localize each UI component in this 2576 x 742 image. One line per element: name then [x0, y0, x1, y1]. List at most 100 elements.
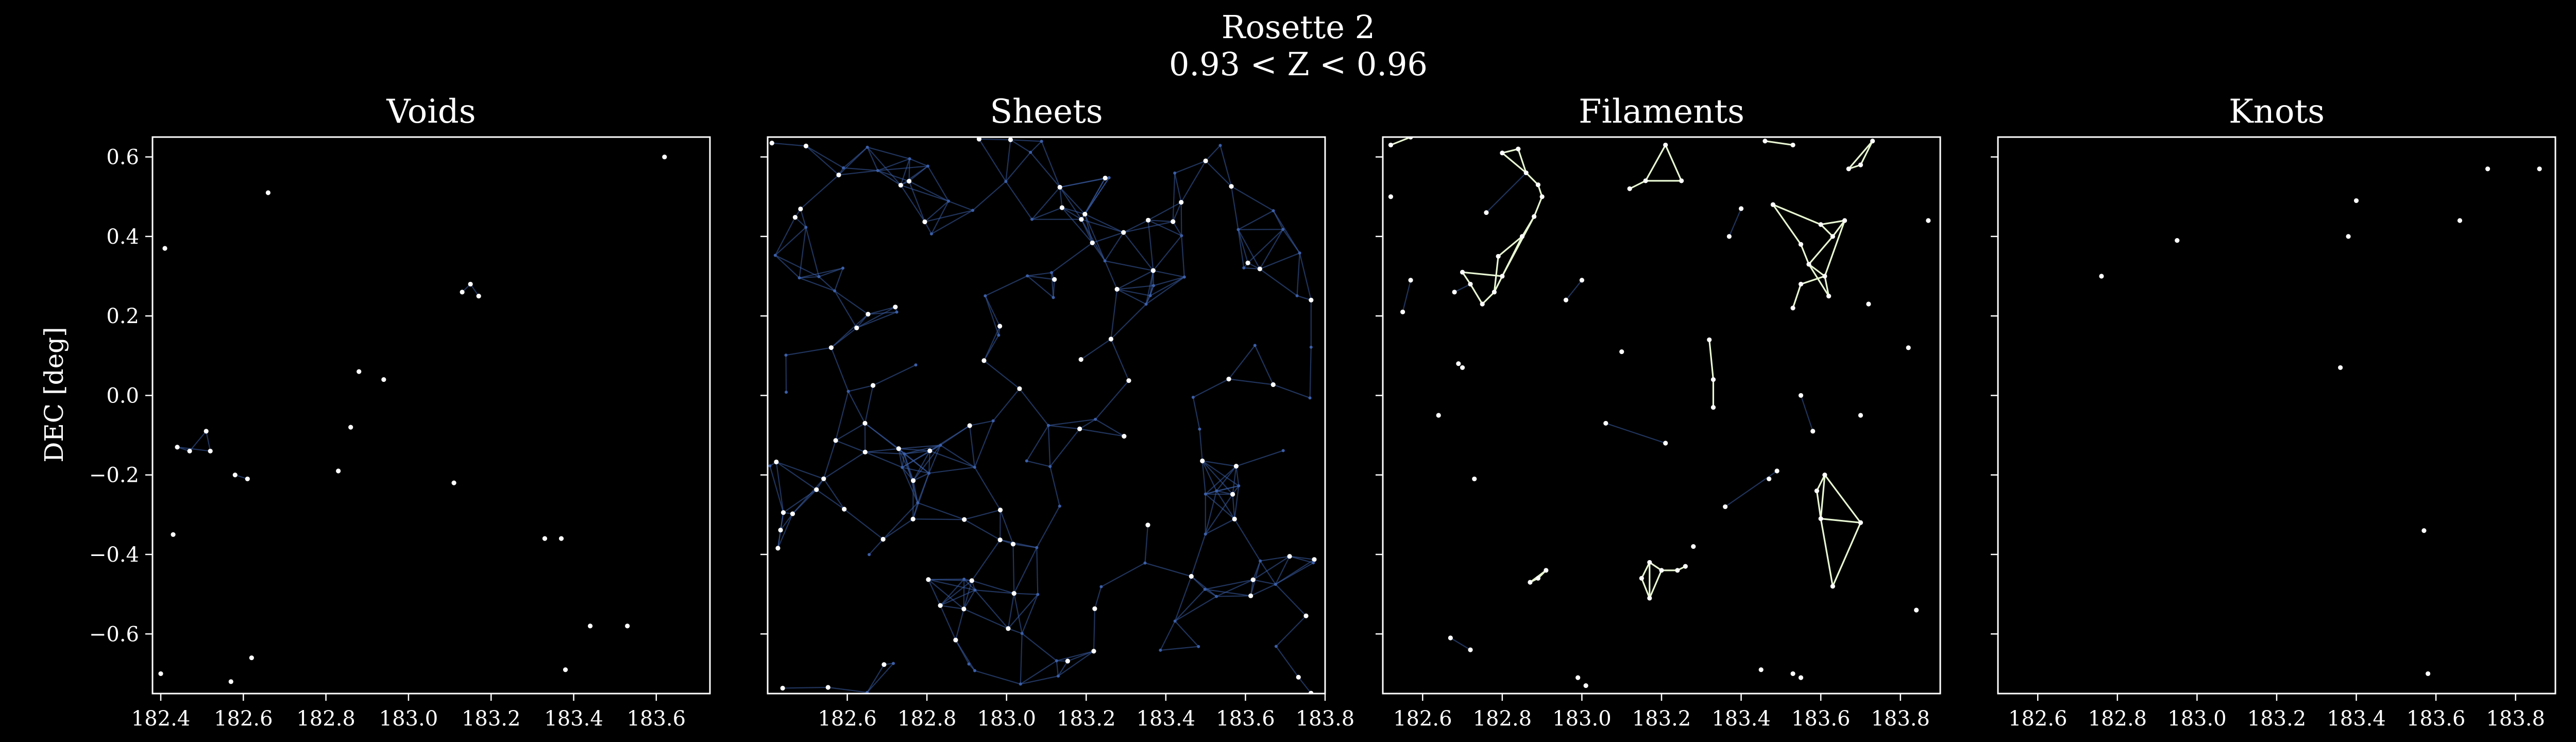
weak-edge: [1144, 525, 1149, 563]
weak-edge: [877, 170, 909, 182]
weak-edge: [1116, 270, 1154, 290]
weak-edge: [917, 502, 965, 520]
weak-edge: [838, 170, 878, 176]
weak-edge: [1216, 466, 1237, 492]
galaxy-point: [158, 671, 163, 677]
weak-edge: [1193, 378, 1229, 398]
weak-edge: [1020, 675, 1059, 685]
weak-edge: [985, 295, 999, 335]
panel-title-sheets: Sheets: [990, 93, 1103, 131]
weak-edge: [900, 158, 910, 185]
weak-edge: [805, 145, 839, 176]
galaxy-point: [962, 578, 966, 581]
weak-edge: [1094, 586, 1102, 609]
galaxy-point: [2175, 238, 2180, 243]
weak-edge: [1238, 229, 1245, 268]
strong-edge: [1533, 196, 1543, 217]
galaxy-point: [778, 528, 783, 533]
strong-edge: [1640, 578, 1651, 599]
panels: Voids 182.4 182.6 182.8 183.0 183.2 183.4 183.6…: [89, 93, 2556, 731]
weak-edge: [867, 147, 878, 171]
weak-edge: [899, 448, 930, 452]
weak-edge: [1012, 544, 1015, 594]
galaxy-point: [981, 358, 987, 363]
galaxy-point: [1173, 619, 1177, 623]
x-tick-label: 183.6: [1791, 707, 1851, 731]
galaxy-point: [1017, 386, 1022, 391]
galaxy-point: [1663, 142, 1668, 148]
weak-edge: [1250, 583, 1276, 597]
galaxy-point: [973, 588, 977, 592]
x-tick-label: 183.6: [2406, 707, 2466, 731]
galaxy-point: [1250, 577, 1256, 582]
y-tick-label: 0.2: [106, 305, 139, 328]
weak-edge: [1062, 207, 1086, 215]
weak-edge: [1049, 466, 1060, 507]
galaxy-point: [1058, 504, 1061, 508]
galaxy-point: [2099, 274, 2104, 279]
weak-edge: [1020, 633, 1023, 684]
weak-edge: [873, 364, 916, 386]
galaxy-point: [841, 266, 845, 270]
galaxy-point: [1683, 564, 1688, 569]
galaxy-point: [842, 166, 845, 170]
weak-edge: [867, 664, 885, 693]
weak-edge: [823, 440, 837, 479]
weak-edge: [971, 580, 1014, 594]
weak-edge: [1172, 173, 1176, 222]
galaxy-point: [1079, 217, 1084, 222]
weak-edge: [913, 473, 929, 481]
weak-edge: [856, 311, 897, 329]
weak-edge: [927, 165, 949, 201]
weak-edge: [902, 453, 905, 468]
weak-edge: [1026, 460, 1050, 467]
weak-edge: [1273, 210, 1300, 254]
weak-edge: [1084, 178, 1106, 215]
galaxy-point: [1281, 228, 1285, 231]
galaxy-point: [1818, 516, 1823, 521]
weak-edge: [1061, 207, 1093, 244]
galaxy-point: [1914, 608, 1919, 613]
galaxy-point: [773, 254, 777, 257]
weak-edge: [831, 347, 849, 392]
weak-edge: [974, 589, 1009, 629]
weak-edge: [1095, 418, 1125, 437]
panel-voids: Voids 182.4 182.6 182.8 183.0 183.2 183.4 183.6…: [89, 93, 711, 731]
galaxy-point: [1675, 568, 1680, 573]
galaxy-point: [2426, 671, 2431, 677]
weak-edge: [1145, 295, 1151, 305]
strong-edge: [1816, 474, 1826, 492]
galaxy-point: [1468, 281, 1473, 287]
weak-edge: [1202, 460, 1239, 486]
galaxy-point: [1233, 464, 1239, 469]
galaxy-point: [1270, 382, 1276, 387]
weak-edge: [834, 290, 869, 315]
weak-edge: [969, 420, 993, 427]
weak-edge: [1145, 276, 1185, 305]
galaxy-point: [1643, 178, 1648, 183]
plot-area: [1383, 137, 1940, 694]
galaxy-point: [1663, 441, 1668, 446]
y-tick-label: 0.4: [106, 225, 139, 249]
weak-edge: [189, 431, 207, 452]
weak-edge: [1202, 460, 1236, 467]
weak-edge: [1231, 185, 1274, 211]
galaxy-point: [1575, 675, 1581, 680]
weak-edge: [1232, 494, 1235, 519]
weak-edge: [1275, 562, 1314, 585]
galaxy-point: [866, 145, 869, 149]
weak-edge: [1148, 220, 1173, 223]
weak-edge: [1049, 428, 1080, 467]
y-tick-label: −0.2: [89, 464, 139, 487]
weak-edge: [1084, 213, 1124, 233]
weak-edge: [1123, 221, 1174, 233]
weak-edge: [904, 444, 941, 454]
weak-edge: [1014, 593, 1038, 595]
x-tick-label: 182.8: [2088, 707, 2147, 731]
galaxy-point: [880, 536, 886, 542]
weak-edge: [1276, 615, 1307, 647]
weak-edge: [865, 423, 899, 449]
weak-edge: [1201, 461, 1206, 494]
galaxy-point: [997, 324, 1003, 329]
galaxy-point: [1308, 396, 1312, 400]
